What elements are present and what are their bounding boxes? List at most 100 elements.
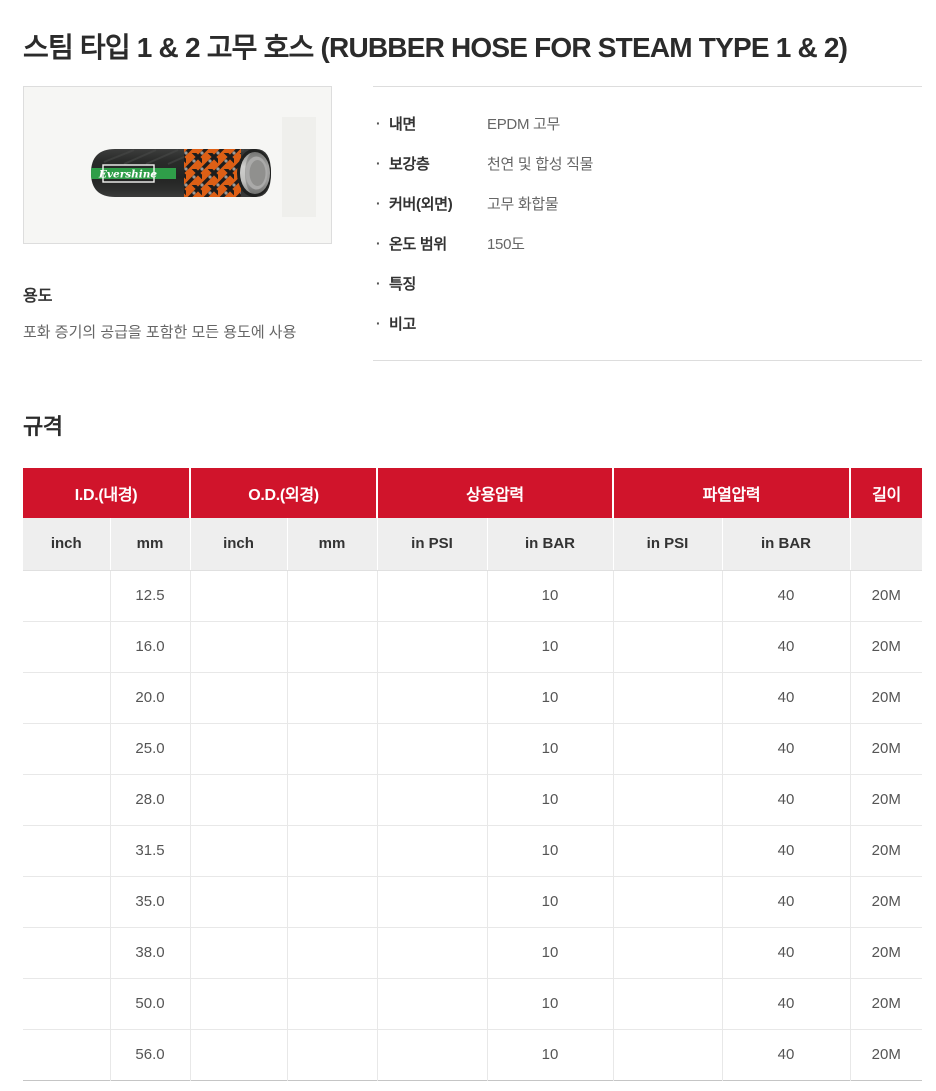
table-cell (286, 978, 377, 1030)
table-cell: 40 (721, 978, 850, 1030)
subheader-cell: in PSI (376, 518, 487, 571)
table-row: 38.0 10 40 20M (23, 927, 922, 979)
table-cell: 10 (486, 927, 613, 979)
bullet-icon: · (376, 195, 381, 211)
spec-item: · 내면 EPDM 고무 (373, 103, 922, 143)
usage-section: 용도 포화 증기의 공급을 포함한 모든 용도에 사용 (23, 282, 332, 343)
table-cell: 40 (721, 774, 850, 826)
table-cell (189, 825, 287, 877)
table-cell (612, 978, 722, 1030)
bullet-icon: · (376, 235, 381, 251)
table-cell (376, 927, 487, 979)
spec-label: 내면 (389, 115, 417, 133)
table-cell: 10 (486, 774, 613, 826)
table-row: 56.0 10 40 20M (23, 1029, 922, 1080)
table-cell: 20M (849, 774, 922, 826)
table-cell: 35.0 (109, 876, 190, 928)
header-group-cell: I.D.(내경) (23, 468, 190, 518)
table-row: 12.5 10 40 20M (23, 570, 922, 622)
usage-text: 포화 증기의 공급을 포함한 모든 용도에 사용 (23, 324, 297, 341)
table-cell (612, 825, 722, 877)
table-cell: 56.0 (109, 1029, 190, 1080)
spec-label: 커버(외면) (389, 195, 453, 213)
table-cell (376, 621, 487, 673)
table-cell (286, 621, 377, 673)
spec-table: I.D.(내경) O.D.(외경) 상용압력 파열압력 길이 inch mm inch mm in… (23, 468, 922, 1081)
table-cell (612, 1029, 722, 1080)
table-cell (376, 876, 487, 928)
subheader-cell (849, 518, 922, 571)
table-row: 20.0 10 40 20M (23, 672, 922, 724)
table-cell: 20.0 (109, 672, 190, 724)
usage-heading: 용도 (23, 288, 53, 305)
spec-item: · 온도 범위 150도 (373, 223, 922, 263)
table-cell: 40 (721, 1029, 850, 1080)
table-cell (189, 621, 287, 673)
table-row: 35.0 10 40 20M (23, 876, 922, 928)
table-cell (612, 876, 722, 928)
svg-text:Evershine: Evershine (98, 169, 157, 181)
table-cell (23, 774, 110, 826)
table-cell: 28.0 (109, 774, 190, 826)
table-cell: 50.0 (109, 978, 190, 1030)
table-cell: 38.0 (109, 927, 190, 979)
table-cell (286, 672, 377, 724)
table-cell (23, 825, 110, 877)
bullet-icon: · (376, 275, 381, 291)
header-group-cell: O.D.(외경) (189, 468, 377, 518)
table-cell (286, 723, 377, 775)
table-cell: 40 (721, 723, 850, 775)
table-cell (23, 978, 110, 1030)
table-cell: 10 (486, 876, 613, 928)
product-image: Evershine (23, 86, 332, 244)
table-cell (189, 978, 287, 1030)
table-cell (189, 774, 287, 826)
table-cell (23, 570, 110, 622)
table-cell (23, 672, 110, 724)
table-cell (189, 876, 287, 928)
table-cell: 40 (721, 621, 850, 673)
table-cell: 20M (849, 978, 922, 1030)
spec-label: 비고 (389, 315, 417, 333)
table-row: 31.5 10 40 20M (23, 825, 922, 877)
spec-list: · 내면 EPDM 고무 · 보강층 천연 및 합성 직물 · 커버(외면) 고… (373, 86, 922, 361)
table-cell: 20M (849, 876, 922, 928)
table-cell: 10 (486, 825, 613, 877)
table-cell (376, 1029, 487, 1080)
brand-label: Evershine (98, 164, 157, 183)
table-cell (286, 927, 377, 979)
table-cell: 40 (721, 876, 850, 928)
table-cell: 31.5 (109, 825, 190, 877)
table-cell (23, 621, 110, 673)
table-cell: 20M (849, 825, 922, 877)
bullet-icon: · (376, 155, 381, 171)
spec-value: 고무 화합물 (487, 195, 559, 213)
table-cell (286, 774, 377, 826)
table-cell (23, 723, 110, 775)
spec-label: 특징 (389, 275, 417, 293)
table-cell: 25.0 (109, 723, 190, 775)
table-cell (286, 1029, 377, 1080)
subheader-cell: in PSI (612, 518, 722, 571)
table-cell: 10 (486, 621, 613, 673)
table-cell (612, 774, 722, 826)
table-cell (376, 978, 487, 1030)
table-cell (189, 723, 287, 775)
table-cell: 20M (849, 672, 922, 724)
spec-item: · 보강층 천연 및 합성 직물 (373, 143, 922, 183)
hose-photo: Evershine (24, 87, 331, 243)
header-group-cell: 상용압력 (376, 468, 613, 518)
table-cell: 20M (849, 927, 922, 979)
table-cell (23, 1029, 110, 1080)
section-heading-specs: 규격 (23, 414, 63, 439)
spec-value: EPDM 고무 (487, 115, 561, 133)
table-cell (189, 672, 287, 724)
spec-value: 150도 (487, 235, 525, 253)
table-cell: 20M (849, 723, 922, 775)
table-row: 50.0 10 40 20M (23, 978, 922, 1030)
table-cell (376, 672, 487, 724)
table-row: 16.0 10 40 20M (23, 621, 922, 673)
subheader-cell: inch (23, 518, 110, 571)
table-cell (286, 570, 377, 622)
